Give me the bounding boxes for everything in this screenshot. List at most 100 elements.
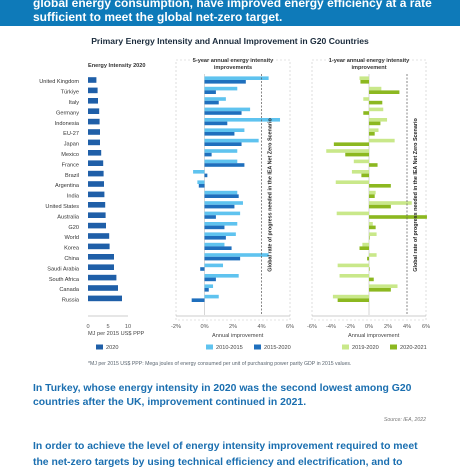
bar-five-year-2015-2020-australia xyxy=(204,215,216,219)
bar-one-year-2020-2021-saudi-arabia xyxy=(369,267,370,271)
bar-five-year-2015-2020-argentina xyxy=(198,184,205,188)
bar-intensity-2020-argentina xyxy=(88,181,104,187)
bar-one-year-2020-2021-india xyxy=(369,194,375,198)
bar-intensity-2020-indonesia xyxy=(88,118,100,125)
bar-five-year-2010-2015-indonesia xyxy=(204,118,281,122)
bar-one-year-2020-2021-south-africa xyxy=(369,277,374,282)
bar-one-year-2020-2021-indonesia xyxy=(369,121,381,126)
bar-intensity-2020-south-africa xyxy=(88,274,117,281)
bar-one-year-2020-2021-korea xyxy=(359,246,369,250)
panel-title-one-year-line-1: improvement xyxy=(351,65,386,71)
g20-energy-intensity-chart: United Kingdom Türkiye Italy Germany Indones… xyxy=(39,58,430,351)
bar-one-year-2019-2020-indonesia xyxy=(369,118,388,122)
bar-one-year-2020-2021-brazil xyxy=(361,173,369,178)
bar-one-year-2019-2020-argentina xyxy=(335,180,369,184)
category-label-brazil: Brazil xyxy=(65,173,79,179)
bar-one-year-2019-2020-australia xyxy=(336,211,369,216)
legend-label-five-year-2015-2020: 2015-2020 xyxy=(264,345,291,351)
bar-intensity-2020-saudi-arabia xyxy=(88,264,114,270)
legend-label-one-year-2020-2021: 2020-2021 xyxy=(400,345,427,351)
bar-five-year-2015-2020-indonesia xyxy=(204,121,228,126)
bar-five-year-2015-2020-t-rkiye xyxy=(204,90,216,94)
bar-five-year-2015-2020-brazil xyxy=(204,173,208,178)
bar-one-year-2019-2020-united-kingdom xyxy=(359,76,369,80)
bar-one-year-2020-2021-germany xyxy=(363,111,369,115)
legend-label-five-year-2010-2015: 2010-2015 xyxy=(216,345,243,351)
category-label-indonesia: Indonesia xyxy=(55,121,80,127)
category-label-australia: Australia xyxy=(57,214,80,220)
panel-frame-one-year xyxy=(311,59,427,321)
bar-one-year-2019-2020-mexico xyxy=(326,149,369,153)
bar-five-year-2010-2015-china xyxy=(204,253,269,257)
tick-label-intensity-0: 0 xyxy=(86,324,89,330)
category-label-united-states: United States xyxy=(45,204,79,210)
reference-label-five-year: Global rate of progress needed in the IE… xyxy=(268,118,274,272)
category-label-eu-27: EU-27 xyxy=(63,131,79,137)
x-axis-label-one-year: Annual improvement xyxy=(348,333,400,339)
bar-five-year-2015-2020-russia xyxy=(191,298,205,302)
legend-swatch-intensity-2020 xyxy=(96,344,103,350)
panel-title-intensity-line-0: Energy Intensity 2020 xyxy=(88,63,146,69)
category-label-mexico: Mexico xyxy=(61,152,79,158)
bar-one-year-2019-2020-russia xyxy=(332,294,369,299)
category-label-t-rkiye: Türkiye xyxy=(61,90,79,96)
category-label-korea: Korea xyxy=(64,246,80,252)
bar-five-year-2010-2015-argentina xyxy=(197,180,205,184)
bar-five-year-2010-2015-mexico xyxy=(204,149,238,153)
x-axis-label-five-year: Annual improvement xyxy=(212,333,264,339)
closing-paragraph: In order to achieve the level of energy … xyxy=(33,441,418,452)
bar-one-year-2019-2020-south-africa xyxy=(339,274,369,278)
bar-intensity-2020-china xyxy=(88,254,114,260)
tick-label-five-year-3: 4% xyxy=(257,324,265,330)
bar-five-year-2015-2020-france xyxy=(204,163,245,167)
tick-label-one-year-0: -6% xyxy=(307,324,317,330)
bar-five-year-2010-2015-canada xyxy=(204,284,214,288)
tick-label-one-year-3: 0% xyxy=(365,324,373,330)
bar-intensity-2020-mexico xyxy=(88,150,102,156)
bar-intensity-2020-germany xyxy=(88,108,100,114)
bar-five-year-2010-2015-t-rkiye xyxy=(204,86,238,91)
bar-five-year-2010-2015-india xyxy=(204,190,238,195)
legend-label-one-year-2019-2020: 2019-2020 xyxy=(352,345,379,351)
category-label-argentina: Argentina xyxy=(55,183,80,189)
bar-one-year-2019-2020-brazil xyxy=(351,170,369,174)
bar-five-year-2010-2015-eu-27 xyxy=(204,128,245,132)
category-label-canada: Canada xyxy=(59,287,79,293)
intro-text: global energy consumption, have improved… xyxy=(33,0,432,24)
intro-banner: global energy consumption, have improved… xyxy=(0,0,460,26)
bar-five-year-2010-2015-south-africa xyxy=(204,274,239,278)
bar-intensity-2020-canada xyxy=(88,285,118,291)
bar-intensity-2020-australia xyxy=(88,212,106,218)
bar-one-year-2020-2021-united-states xyxy=(369,204,391,209)
legend-swatch-one-year-2019-2020 xyxy=(342,344,349,350)
bar-five-year-2015-2020-world xyxy=(204,236,226,240)
bar-one-year-2019-2020-france xyxy=(353,159,369,164)
bar-one-year-2020-2021-australia xyxy=(369,215,427,219)
bar-one-year-2020-2021-eu-27 xyxy=(369,132,375,136)
category-label-south-africa: South Africa xyxy=(49,277,80,283)
tick-label-one-year-1: -4% xyxy=(326,324,336,330)
bar-five-year-2015-2020-china xyxy=(204,256,241,261)
panel-title-five-year-line-0: 5-year annual energy intensity xyxy=(193,58,274,64)
bar-five-year-2010-2015-korea xyxy=(204,242,225,247)
bar-five-year-2010-2015-world xyxy=(204,232,236,236)
tick-label-one-year-2: -2% xyxy=(345,324,355,330)
bar-one-year-2019-2020-world xyxy=(369,232,377,236)
tick-label-one-year-4: 2% xyxy=(384,324,392,330)
bar-one-year-2019-2020-t-rkiye xyxy=(369,86,382,91)
bar-five-year-2015-2020-united-states xyxy=(204,204,235,209)
bar-five-year-2015-2020-south-africa xyxy=(204,277,216,282)
bar-one-year-2020-2021-italy xyxy=(369,100,383,105)
bar-five-year-2010-2015-united-states xyxy=(204,201,243,205)
tick-label-one-year-5: 4% xyxy=(403,324,411,330)
tick-label-five-year-1: 0% xyxy=(200,324,208,330)
category-label-india: India xyxy=(67,194,80,200)
category-label-saudi-arabia: Saudi Arabia xyxy=(47,266,80,272)
bar-intensity-2020-eu-27 xyxy=(88,129,100,135)
bar-one-year-2019-2020-italy xyxy=(363,97,369,101)
chart-title: Primary Energy Intensity and Annual Impr… xyxy=(91,36,369,46)
tick-label-intensity-2: 10 xyxy=(125,324,131,330)
bar-intensity-2020-united-kingdom xyxy=(88,77,97,83)
bar-one-year-2020-2021-france xyxy=(369,163,378,167)
bar-intensity-2020-france xyxy=(88,160,104,166)
